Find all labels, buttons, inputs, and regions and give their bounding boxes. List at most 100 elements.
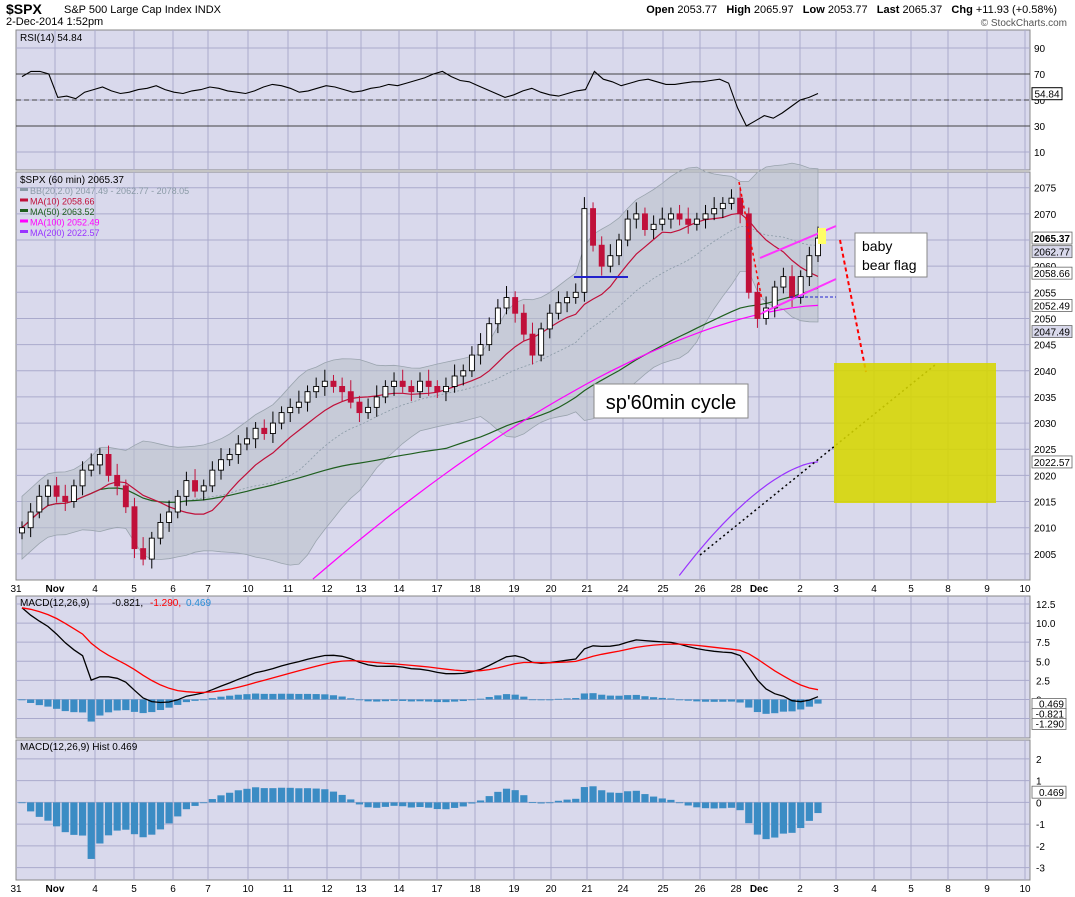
legend-entry: BB(20,2.0) 2047.49 - 2062.77 - 2078.05 xyxy=(30,186,189,196)
hist-bar xyxy=(61,802,69,833)
x-tick-label: 5 xyxy=(131,884,137,895)
price-y-tick: 2010 xyxy=(1034,524,1057,535)
hist-bar xyxy=(234,790,242,803)
candle-body xyxy=(408,386,415,393)
candle-body xyxy=(494,307,501,325)
hist-bar xyxy=(182,802,190,810)
candle-body xyxy=(590,208,596,246)
hist-bar xyxy=(70,802,78,835)
macd-last-value: 0.469 xyxy=(1039,699,1064,710)
x-tick-label: 21 xyxy=(581,584,593,595)
x-tick-label: 7 xyxy=(205,584,211,595)
hist-bar xyxy=(736,802,744,811)
target-zone xyxy=(834,363,996,503)
rsi-y-tick: 30 xyxy=(1034,122,1046,133)
rsi-last-value: 54.84 xyxy=(1034,90,1059,101)
candle-body xyxy=(598,244,605,267)
macd-hist-bar xyxy=(425,699,433,702)
hist-bar xyxy=(779,802,787,834)
macd-last-value: -0.821 xyxy=(1036,709,1065,720)
macd-hist-bar xyxy=(537,699,545,701)
candle-body xyxy=(555,302,562,314)
candle-body xyxy=(105,454,112,476)
hist-bar xyxy=(347,799,355,803)
high-value: 2065.97 xyxy=(753,4,794,16)
price-y-tick: 2020 xyxy=(1034,471,1057,482)
candle-body xyxy=(235,443,242,455)
macd-hist-bar xyxy=(788,699,796,712)
candle-body xyxy=(529,333,536,356)
macd-hist-bar xyxy=(96,699,104,716)
hist-bar xyxy=(719,802,727,809)
x-tick-label: 31 xyxy=(10,584,22,595)
hist-bar xyxy=(200,802,208,804)
macd-hist-bar xyxy=(520,696,528,700)
x-tick-label: 4 xyxy=(92,884,98,895)
macd-y-tick: 7.5 xyxy=(1036,638,1050,649)
macd-hist-bar xyxy=(554,698,563,700)
hist-bar xyxy=(295,788,303,803)
macd-hist-bar xyxy=(572,698,580,700)
macd-hist-bar xyxy=(18,699,26,701)
x-tick-label: 24 xyxy=(617,884,629,895)
x-tick-label: 17 xyxy=(431,884,443,895)
macd-hist-bar xyxy=(174,699,182,705)
macd-hist-bar xyxy=(598,694,606,700)
macd-hist-bar xyxy=(347,698,355,700)
hist-bar xyxy=(502,788,511,803)
price-y-tick: 2075 xyxy=(1034,184,1057,195)
candle-body xyxy=(486,323,493,346)
hist-bar xyxy=(399,802,407,807)
candle-body xyxy=(114,474,121,487)
macd-hist-bar xyxy=(27,699,35,703)
macd-hist-bar xyxy=(615,695,623,700)
candle-body xyxy=(313,386,320,393)
hist-bar xyxy=(580,787,588,803)
x-tick-label: 3 xyxy=(833,584,839,595)
candle-body xyxy=(650,223,657,230)
candle-body xyxy=(382,386,389,398)
x-tick-label: 14 xyxy=(393,584,405,595)
candle-body xyxy=(261,427,268,434)
macd-hist-bar xyxy=(451,699,459,702)
candle-body xyxy=(53,485,60,497)
x-tick-label: 31 xyxy=(10,884,22,895)
x-tick-label: 20 xyxy=(545,884,557,895)
macd-hist-bar xyxy=(35,699,43,706)
hist-bar xyxy=(252,787,260,803)
candle-body xyxy=(200,485,207,492)
hist-bar xyxy=(563,799,571,803)
macd-y-tick: 2.5 xyxy=(1036,676,1050,687)
x-tick-label: 2 xyxy=(797,584,803,595)
hist-bar xyxy=(710,802,718,809)
x-tick-label: 18 xyxy=(469,584,481,595)
price-last-tag xyxy=(1031,231,1073,245)
macd-hist-bar xyxy=(252,693,260,700)
candle-body xyxy=(572,291,579,298)
macd-hist-bar xyxy=(390,699,398,701)
x-tick-label: 18 xyxy=(469,884,481,895)
macd-hist-bar xyxy=(260,693,268,700)
macd-hist-bar xyxy=(200,699,208,701)
candle-body xyxy=(789,276,795,298)
hist-y-tick: -3 xyxy=(1036,864,1045,875)
candle-body xyxy=(192,480,198,492)
x-tick-label: 13 xyxy=(355,884,367,895)
hist-bar xyxy=(416,802,424,808)
hist-bar xyxy=(641,794,649,803)
hist-bar xyxy=(226,792,234,803)
candle-body xyxy=(806,255,813,278)
hist-bar xyxy=(113,802,121,831)
x-tick-label: 4 xyxy=(871,584,877,595)
legend-swatch xyxy=(20,188,28,191)
ma100-line xyxy=(312,304,819,580)
macd-hist-bar xyxy=(243,694,251,700)
macd-hist-bar xyxy=(381,699,389,702)
macd-hist-bar xyxy=(710,699,718,702)
x-tick-label: 28 xyxy=(730,584,742,595)
price-y-tick: 2035 xyxy=(1034,393,1057,404)
macd-hist-bar xyxy=(459,699,467,702)
macd-hist-bar xyxy=(502,694,511,700)
hist-bar xyxy=(814,802,822,814)
hist-bar xyxy=(675,802,684,804)
